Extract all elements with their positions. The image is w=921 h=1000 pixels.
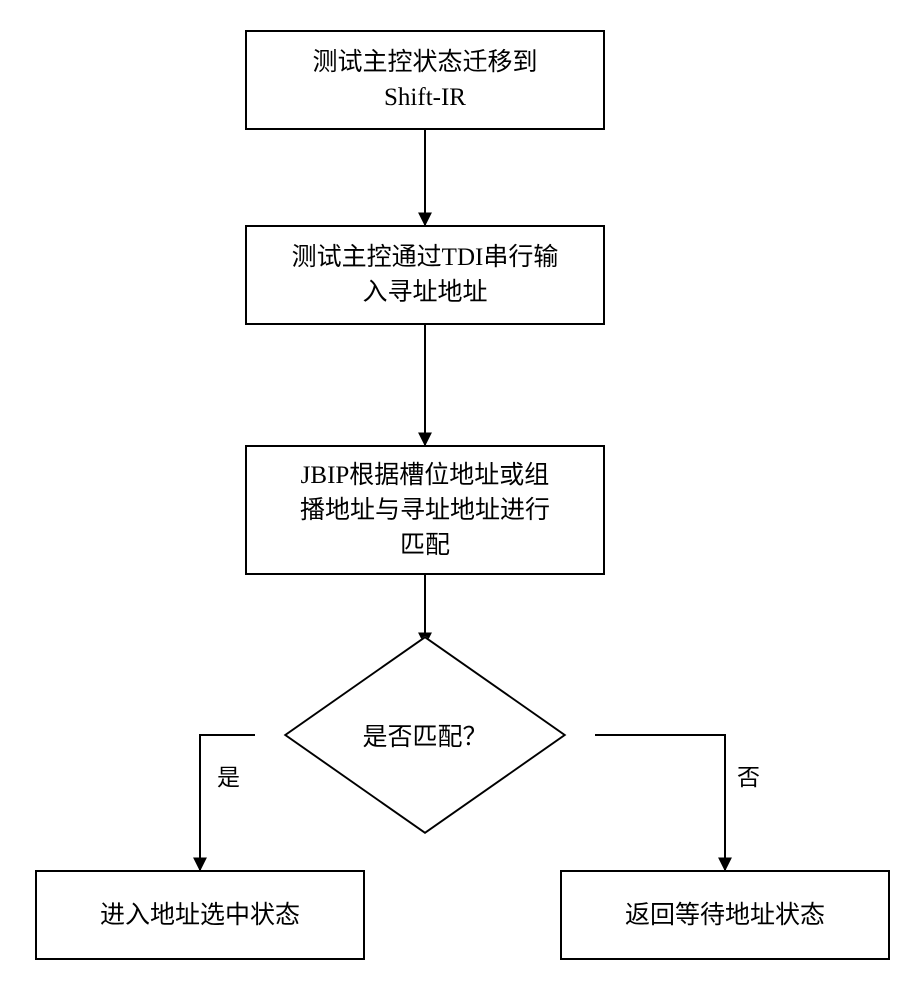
step-3-line3: 匹配 <box>400 532 450 559</box>
edge-no-label: 否 <box>735 758 762 792</box>
edge-yes-label: 是 <box>215 758 242 792</box>
result-yes-box: 进入地址选中状态 <box>35 870 365 960</box>
step-2-line1: 测试主控通过TDI串行输 <box>292 244 559 271</box>
result-no-box: 返回等待地址状态 <box>560 870 890 960</box>
step-3-line2: 播地址与寻址地址进行 <box>300 497 550 524</box>
step-2-line2: 入寻址地址 <box>362 279 487 306</box>
step-3-line1: JBIP根据槽位地址或组 <box>301 462 550 489</box>
result-yes-label: 进入地址选中状态 <box>100 898 300 933</box>
step-1-line2: Shift-IR <box>384 84 466 111</box>
decision-label: 是否匹配？ <box>362 717 487 753</box>
edge-d1-n5 <box>595 735 725 870</box>
decision-node: 是否匹配？ <box>255 645 595 825</box>
step-1-box: 测试主控状态迁移到 Shift-IR <box>245 30 605 130</box>
result-no-label: 返回等待地址状态 <box>625 898 825 933</box>
step-3-box: JBIP根据槽位地址或组 播地址与寻址地址进行 匹配 <box>245 445 605 575</box>
step-1-line1: 测试主控状态迁移到 <box>312 49 537 76</box>
edge-d1-n4 <box>200 735 255 870</box>
flowchart-canvas: 测试主控状态迁移到 Shift-IR 测试主控通过TDI串行输 入寻址地址 JB… <box>0 0 921 1000</box>
step-2-box: 测试主控通过TDI串行输 入寻址地址 <box>245 225 605 325</box>
